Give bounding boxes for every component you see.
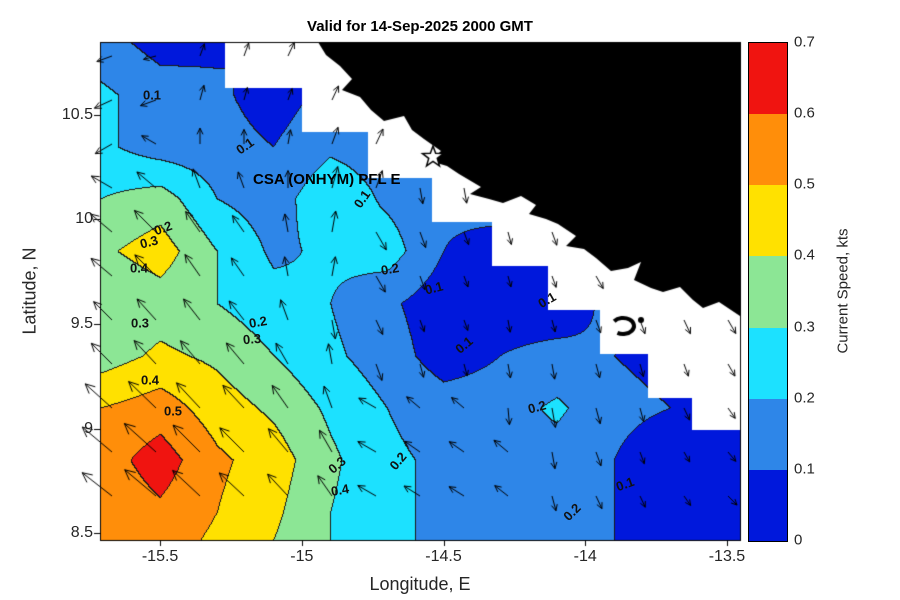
- y-tick-label: 10: [75, 210, 93, 228]
- colorbar-segment: [749, 185, 787, 257]
- contour-label: 0.4: [140, 372, 160, 388]
- y-tick-label: 9.5: [70, 315, 93, 333]
- contour-label: 0.2: [379, 260, 401, 278]
- x-tick-label: -14.5: [425, 548, 462, 565]
- plot-title: Valid for 14-Sep-2025 2000 GMT: [307, 18, 533, 35]
- y-tick-label: 8.5: [70, 524, 93, 542]
- colorbar-segment: [749, 43, 787, 115]
- colorbar-segment: [749, 327, 787, 399]
- contour-label: 0.4: [129, 260, 149, 276]
- colorbar-segment: [749, 469, 787, 541]
- colorbar-tick-label: 0.4: [794, 246, 815, 264]
- contour-label: 0.3: [242, 330, 262, 348]
- colorbar-tick-label: 0.6: [794, 104, 815, 122]
- colorbar-tick-label: 0.3: [794, 318, 815, 336]
- colorbar-segment: [749, 256, 787, 328]
- contour-label: 0.4: [329, 481, 351, 499]
- colorbar-tick-label: 0: [794, 531, 803, 549]
- station-label: CSA (ONHYM) PFL E: [253, 171, 401, 188]
- x-tick-label: -14: [573, 548, 597, 565]
- x-axis-label: Longitude, E: [369, 574, 471, 594]
- colorbar-segment: [749, 114, 787, 186]
- colorbar: [748, 42, 788, 542]
- colorbar-tick-label: 0.2: [794, 389, 815, 407]
- contour-label: 0.5: [163, 403, 183, 419]
- y-tick-label: 9: [84, 419, 93, 437]
- contour-label: 0.1: [142, 87, 162, 103]
- colorbar-tick-label: 0.5: [794, 175, 815, 193]
- colorbar-tick-label: 0.1: [794, 460, 815, 478]
- y-tick-label: 10.5: [61, 105, 93, 123]
- colorbar-label: Current Speed, kts: [834, 228, 852, 354]
- colorbar-segment: [749, 398, 787, 470]
- contour-label: 0.3: [130, 315, 150, 331]
- colorbar-tick-label: 0.7: [794, 33, 815, 51]
- y-axis-label: Latitude, N: [19, 247, 40, 335]
- x-tick-label: -15: [290, 548, 314, 565]
- contour-label: 0.2: [247, 313, 269, 331]
- x-tick-label: -13.5: [708, 548, 746, 565]
- x-tick-label: -15.5: [141, 548, 179, 565]
